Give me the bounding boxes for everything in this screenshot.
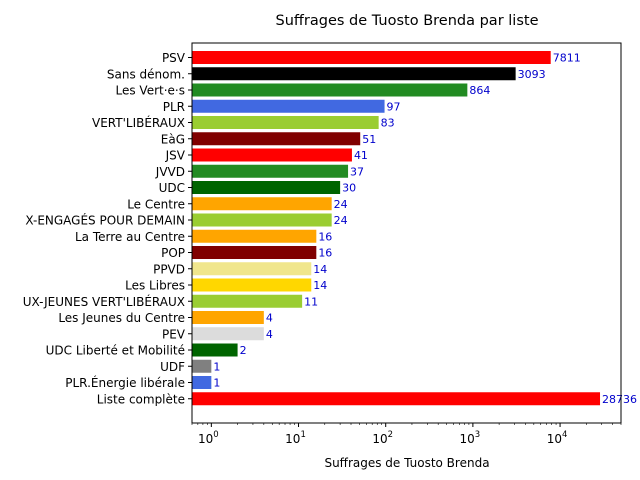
bar-value-label: 1 xyxy=(213,377,220,390)
category-label: POP xyxy=(161,246,185,260)
bar-value-label: 24 xyxy=(334,198,348,211)
bar-value-label: 30 xyxy=(342,182,356,195)
bar-value-label: 41 xyxy=(354,149,368,162)
bar xyxy=(192,181,341,194)
bar-value-label: 51 xyxy=(362,133,376,146)
bar xyxy=(192,278,312,292)
category-label: Les Jeunes du Centre xyxy=(58,311,185,325)
x-tick-label: 103 xyxy=(460,430,481,446)
category-label: Les Libres xyxy=(125,279,185,293)
bar-value-label: 1 xyxy=(213,360,220,373)
bar xyxy=(192,99,385,113)
bar-value-label: 4 xyxy=(266,328,273,341)
category-label: PLR.Énergie libérale xyxy=(65,375,185,390)
bar-value-label: 37 xyxy=(350,165,364,178)
plot-frame xyxy=(191,42,622,424)
category-labels: PSV Sans dénom. Les Vert·e·s PLRVERT'LIBÉRA… xyxy=(23,51,192,406)
bar-value-label: 14 xyxy=(313,279,327,292)
bar xyxy=(192,229,317,243)
category-label: X-ENGAGÉS POUR DEMAIN xyxy=(25,213,185,228)
bar xyxy=(192,262,312,276)
bar xyxy=(192,197,332,211)
bar-value-label: 24 xyxy=(334,214,348,227)
x-tick-label: 104 xyxy=(547,430,568,446)
bar-value-label: 28736 xyxy=(602,393,637,406)
bar xyxy=(192,132,361,146)
bar-value-label: 83 xyxy=(381,117,395,130)
bars-layer: 7811309386497835141373024241616141411442… xyxy=(192,51,637,406)
chart-title: Suffrages de Tuosto Brenda par liste xyxy=(276,13,539,29)
x-tick-label: 100 xyxy=(198,430,219,446)
x-tick-label: 101 xyxy=(285,430,306,446)
bar xyxy=(192,67,516,81)
bar-value-label: 16 xyxy=(318,230,332,243)
bar xyxy=(192,327,264,341)
bar xyxy=(192,376,212,389)
category-label: VERT'LIBÉRAUX xyxy=(92,115,185,130)
bar xyxy=(192,359,212,373)
bar xyxy=(192,83,468,97)
bar xyxy=(192,51,551,64)
bar-value-label: 4 xyxy=(266,312,273,325)
bar xyxy=(192,116,379,129)
bar xyxy=(192,246,317,259)
category-label: UDC xyxy=(159,181,185,195)
bar xyxy=(192,164,349,178)
category-label: PSV xyxy=(162,51,186,65)
category-label: UDF xyxy=(160,360,185,374)
bar-value-label: 864 xyxy=(469,84,490,97)
category-label: La Terre au Centre xyxy=(75,230,185,244)
category-label: JVVD xyxy=(155,165,185,179)
bar xyxy=(192,343,238,357)
bar-value-label: 16 xyxy=(318,247,332,260)
bar xyxy=(192,294,303,308)
bar xyxy=(192,148,352,162)
category-label: JSV xyxy=(165,149,186,163)
category-label: PEV xyxy=(162,327,186,341)
bar-value-label: 14 xyxy=(313,263,327,276)
bar xyxy=(192,213,332,227)
bar-value-label: 3093 xyxy=(518,68,546,81)
category-label: EàG xyxy=(161,132,185,146)
category-label: UDC Liberté et Mobilité xyxy=(46,344,185,358)
bar-value-label: 11 xyxy=(304,295,318,308)
category-label: UX-JEUNES VERT'LIBÉRAUX xyxy=(23,294,185,309)
bar xyxy=(192,392,601,406)
bar-value-label: 97 xyxy=(387,100,401,113)
category-label: Liste complète xyxy=(97,392,185,406)
x-axis-ticks: 100 101 102 103 104 xyxy=(191,423,622,446)
category-label: PLR xyxy=(163,100,185,114)
bar xyxy=(192,311,264,324)
x-tick-label: 102 xyxy=(372,430,393,446)
category-label: PPVD xyxy=(153,262,185,276)
category-label: Sans dénom. xyxy=(107,67,185,81)
x-axis-label: Suffrages de Tuosto Brenda xyxy=(324,456,489,470)
category-label: Les Vert·e·s xyxy=(116,84,186,98)
bar-value-label: 2 xyxy=(240,344,247,357)
bar-value-label: 7811 xyxy=(553,52,581,65)
category-label: Le Centre xyxy=(127,197,185,211)
